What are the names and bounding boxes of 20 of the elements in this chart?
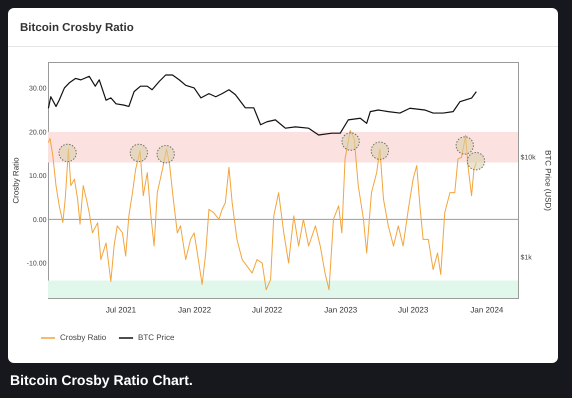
x-tick-label: Jan 2023 [324,306,358,314]
point [130,144,148,162]
chart-title: Bitcoin Crosby Ratio [20,22,134,34]
line-series [48,74,477,136]
x-tick-label: Jul 2021 [106,306,137,314]
legend-label: Crosby Ratio [60,333,107,342]
point [370,142,390,160]
x-tick-label: Jul 2023 [398,306,429,314]
point [156,145,175,164]
text: Bitcoin Crosby Ratio Chart. [10,372,193,388]
y2-axis-title: BTC Price (USD) [544,150,553,212]
point [456,136,474,155]
legend-label: BTC Price [138,333,175,342]
point [342,132,360,151]
y-axis-title: Crosby Ratio [12,156,21,204]
x-tick-label: Jan 2024 [470,306,504,314]
x-tick-label: Jul 2022 [252,306,283,314]
x-tick-label: Jan 2022 [178,306,212,314]
point [58,144,77,162]
point [466,152,486,170]
